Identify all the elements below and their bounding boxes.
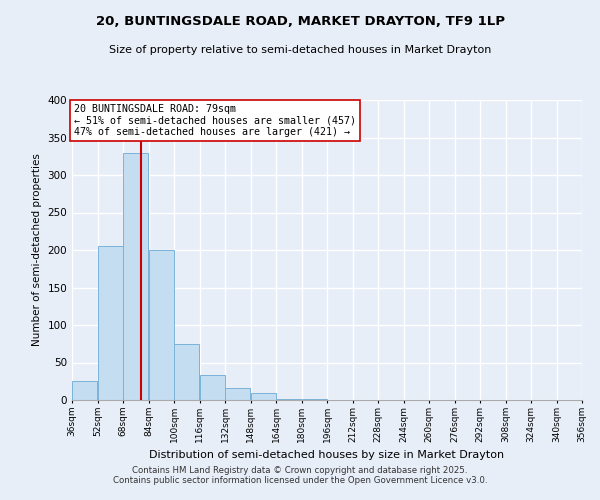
Text: Contains HM Land Registry data © Crown copyright and database right 2025.
Contai: Contains HM Land Registry data © Crown c…	[113, 466, 487, 485]
Bar	[302, 399, 327, 400]
Bar	[149, 250, 174, 400]
Bar	[276, 398, 301, 400]
Bar	[123, 152, 148, 400]
Bar	[98, 246, 123, 400]
Bar	[251, 393, 276, 400]
Y-axis label: Number of semi-detached properties: Number of semi-detached properties	[32, 154, 42, 346]
X-axis label: Distribution of semi-detached houses by size in Market Drayton: Distribution of semi-detached houses by …	[149, 450, 505, 460]
Text: 20 BUNTINGSDALE ROAD: 79sqm
← 51% of semi-detached houses are smaller (457)
47% : 20 BUNTINGSDALE ROAD: 79sqm ← 51% of sem…	[74, 104, 356, 137]
Bar	[225, 388, 250, 400]
Bar	[174, 344, 199, 400]
Text: Size of property relative to semi-detached houses in Market Drayton: Size of property relative to semi-detach…	[109, 45, 491, 55]
Bar	[200, 375, 225, 400]
Bar	[72, 381, 97, 400]
Text: 20, BUNTINGSDALE ROAD, MARKET DRAYTON, TF9 1LP: 20, BUNTINGSDALE ROAD, MARKET DRAYTON, T…	[95, 15, 505, 28]
